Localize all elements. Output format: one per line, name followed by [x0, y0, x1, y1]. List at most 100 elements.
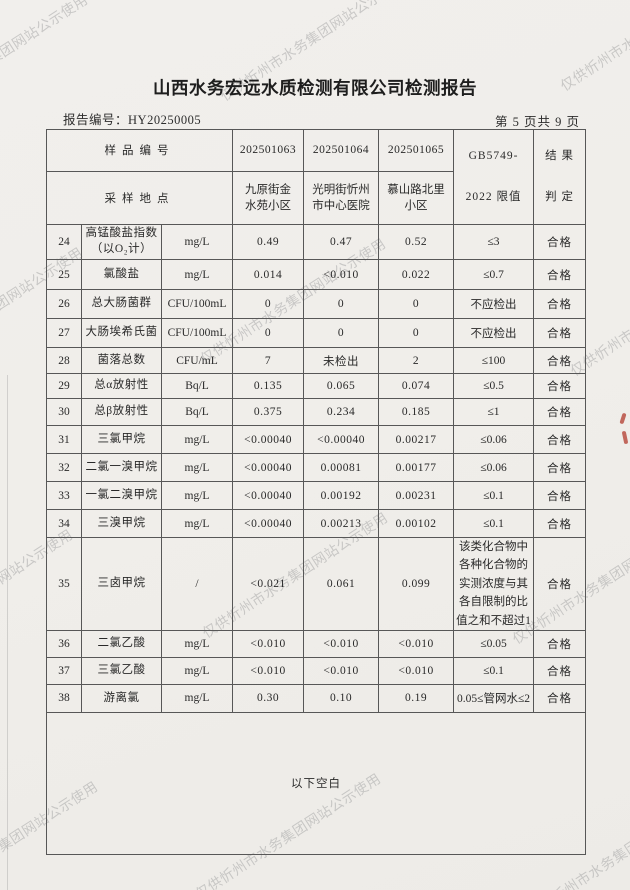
value-sample-2: <0.010 [303, 259, 380, 290]
result: 合格 [533, 656, 587, 685]
unit: Bq/L [160, 373, 234, 399]
table-row: 36 二氯乙酸 mg/L <0.010 <0.010 <0.010 ≤0.05 合格 [46, 629, 587, 658]
table-footer: 以下空白 [45, 711, 587, 855]
report-number: 报告编号：HY20250005 [63, 109, 201, 128]
row-number: 30 [46, 398, 82, 426]
table-body: 24 高锰酸盐指数 （以O₂计） mg/L 0.49 0.47 0.52 ≤3 合格 25 氯酸盐… [46, 224, 587, 713]
row-number: 37 [46, 656, 82, 685]
table-row: 25 氯酸盐 mg/L 0.014 <0.010 0.022 ≤0.7 合格 [46, 259, 587, 290]
result-line-1: 结 果 [545, 150, 574, 162]
value-sample-3: 0.00102 [378, 509, 455, 538]
parameter-name: 三溴甲烷 [81, 509, 162, 538]
row-number: 29 [46, 373, 82, 399]
unit: CFU/mL [160, 347, 234, 374]
value-sample-1: <0.00040 [232, 425, 305, 454]
value-sample-2: 0 [303, 318, 380, 348]
value-sample-1: 0.135 [232, 373, 305, 399]
table-row: 27 大肠埃希氏菌 CFU/100mL 0 0 0 不应检出 合格 [46, 318, 587, 348]
value-sample-2: 0.00081 [303, 453, 380, 482]
header-standard-limit: GB5749- 2022 限值 [453, 129, 535, 225]
unit: Bq/L [160, 398, 234, 426]
red-ink-mark [621, 430, 629, 445]
header-sample-id-1: 202501063 [232, 129, 305, 172]
value-sample-1: <0.010 [232, 629, 305, 658]
value-sample-3: 2 [378, 347, 455, 374]
value-sample-2: <0.010 [303, 629, 380, 658]
value-sample-1: <0.010 [232, 656, 305, 685]
result: 合格 [533, 259, 587, 290]
result: 合格 [533, 318, 587, 348]
table-row: 37 三氯乙酸 mg/L <0.010 <0.010 <0.010 ≤0.1 合格 [46, 656, 587, 685]
value-sample-3: <0.010 [378, 656, 455, 685]
result: 合格 [533, 289, 587, 319]
result: 合格 [533, 373, 587, 399]
row-number: 36 [46, 629, 82, 658]
table-row: 24 高锰酸盐指数 （以O₂计） mg/L 0.49 0.47 0.52 ≤3 合格 [46, 224, 587, 260]
unit: mg/L [160, 629, 234, 658]
value-sample-1: <0.00040 [232, 509, 305, 538]
row-number: 25 [46, 259, 82, 290]
unit: mg/L [160, 683, 234, 713]
table-row: 32 二氯一溴甲烷 mg/L <0.00040 0.00081 0.00177 ≤0.06 合… [46, 453, 587, 482]
limit: ≤0.1 [453, 656, 535, 685]
value-sample-2: 0.00213 [303, 509, 380, 538]
unit: mg/L [160, 656, 234, 685]
results-table: 样品编号 202501063 202501064 202501065 GB574… [45, 129, 587, 855]
blank-note: 以下空白 [45, 711, 587, 855]
result-line-2: 判 定 [545, 191, 574, 203]
limit: ≤0.06 [453, 453, 535, 482]
unit: mg/L [160, 481, 234, 510]
report-number-label: 报告编号： [63, 113, 129, 127]
value-sample-1: 7 [232, 347, 305, 374]
limit: ≤0.7 [453, 259, 535, 290]
header-sample-id-2: 202501064 [303, 129, 380, 172]
value-sample-1: 0.49 [232, 224, 305, 260]
table-row: 28 菌落总数 CFU/mL 7 未检出 2 ≤100 合格 [46, 347, 587, 374]
result: 合格 [533, 453, 587, 482]
value-sample-2: 0.061 [303, 537, 380, 631]
value-sample-1: <0.021 [232, 537, 305, 631]
table-row: 35 三卤甲烷 / <0.021 0.061 0.099 该类化合物中各种化合物的实测浓度与… [46, 537, 587, 631]
watermark-text: 仅供忻州市水务集团网站公示使用 [0, 0, 92, 124]
unit: mg/L [160, 425, 234, 454]
parameter-name: 游离氯 [81, 683, 162, 713]
parameter-name: 总α放射性 [81, 373, 162, 399]
unit: CFU/100mL [160, 318, 234, 348]
standard-line-1: GB5749- [468, 150, 519, 162]
parameter-name: 菌落总数 [81, 347, 162, 374]
scanner-edge-line [7, 375, 8, 890]
unit: / [160, 537, 234, 631]
result: 合格 [533, 629, 587, 658]
limit: ≤0.05 [453, 629, 535, 658]
value-sample-1: 0.375 [232, 398, 305, 426]
limit: 不应检出 [453, 318, 535, 348]
limit: 0.05≤管网水≤2 [453, 683, 535, 713]
standard-line-2: 2022 限值 [465, 191, 522, 203]
limit: ≤0.1 [453, 481, 535, 510]
header-result-judgement: 结 果 判 定 [533, 129, 587, 225]
table-row: 30 总β放射性 Bq/L 0.375 0.234 0.185 ≤1 合格 [46, 398, 587, 426]
parameter-name: 氯酸盐 [81, 259, 162, 290]
value-sample-3: 0.099 [378, 537, 455, 631]
parameter-name: 高锰酸盐指数 （以O₂计） [81, 224, 162, 260]
header-sample-no-label: 样品编号 [45, 129, 234, 172]
result: 合格 [533, 509, 587, 538]
table-row: 33 一氯二溴甲烷 mg/L <0.00040 0.00192 0.00231 ≤0.1 合格 [46, 481, 587, 510]
result: 合格 [533, 683, 587, 713]
parameter-name: 大肠埃希氏菌 [81, 318, 162, 348]
value-sample-2: <0.010 [303, 656, 380, 685]
value-sample-3: 0.00177 [378, 453, 455, 482]
result: 合格 [533, 398, 587, 426]
result: 合格 [533, 347, 587, 374]
limit: ≤0.06 [453, 425, 535, 454]
value-sample-1: 0 [232, 289, 305, 319]
value-sample-2: <0.00040 [303, 425, 380, 454]
value-sample-3: 0 [378, 289, 455, 319]
unit: mg/L [160, 224, 234, 260]
table-row: 31 三氯甲烷 mg/L <0.00040 <0.00040 0.00217 ≤0.06 合格 [46, 425, 587, 454]
table-row: 38 游离氯 mg/L 0.30 0.10 0.19 0.05≤管网水≤2 合格 [46, 683, 587, 713]
header-row-location: 采样地点 九原街金 水苑小区 光明街忻州 市中心医院 慕山路北里 小区 [45, 170, 586, 226]
unit: mg/L [160, 509, 234, 538]
result: 合格 [533, 425, 587, 454]
